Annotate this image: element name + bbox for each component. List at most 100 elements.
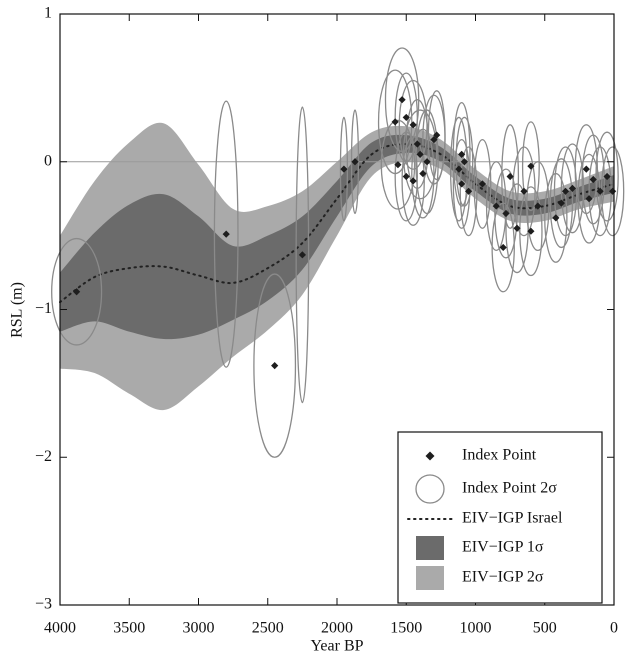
index-point — [589, 175, 597, 184]
index-point — [596, 187, 604, 195]
index-ellipse — [595, 131, 619, 222]
index-point — [394, 161, 402, 169]
bands — [59, 122, 615, 411]
legend: Index Point Index Point 2σ EIV−IGP Israel E… — [397, 431, 603, 604]
index-ellipse — [213, 100, 239, 368]
index-point — [585, 195, 593, 203]
index-ellipse — [401, 135, 425, 226]
index-ellipse — [449, 116, 468, 222]
legend-swatch — [416, 536, 444, 560]
index-point — [506, 172, 514, 181]
index-ellipse — [521, 121, 540, 212]
index-point — [402, 172, 410, 181]
index-point — [557, 199, 565, 207]
index-point — [416, 150, 424, 158]
index-point — [552, 214, 560, 222]
index-point — [73, 288, 81, 296]
index-point — [455, 165, 463, 173]
plot-frame — [59, 13, 615, 606]
ellipses — [51, 47, 625, 458]
index-point — [433, 131, 441, 139]
y-tick-label: 1 — [44, 5, 52, 22]
legend-swatch — [416, 566, 444, 590]
index-ellipse — [560, 143, 585, 234]
index-point — [419, 169, 427, 178]
index-ellipse — [51, 237, 103, 346]
index-point — [398, 96, 406, 104]
legend-label: EIV−IGP 2σ — [462, 569, 544, 586]
index-ellipse — [452, 102, 471, 207]
index-point — [513, 224, 521, 232]
y-tick-label: −3 — [35, 596, 52, 613]
index-ellipse — [394, 131, 418, 222]
index-ellipse — [501, 124, 520, 229]
index-point — [222, 230, 230, 238]
y-tick-label: −1 — [35, 300, 52, 317]
index-point — [460, 158, 469, 166]
index-point — [582, 165, 590, 173]
index-point — [478, 180, 487, 188]
x-tick-label: 1000 — [460, 620, 492, 637]
legend-label: Index Point 2σ — [462, 480, 557, 497]
index-point — [492, 202, 500, 210]
index-point — [391, 118, 399, 126]
index-ellipse — [526, 161, 550, 252]
index-point — [413, 140, 421, 148]
index-point — [409, 177, 417, 185]
index-ellipse — [519, 186, 543, 277]
legend-label: EIV−IGP Israel — [462, 510, 563, 527]
index-point — [464, 187, 473, 195]
index-ellipse — [577, 153, 601, 244]
index-ellipse — [549, 158, 574, 249]
index-ellipse — [415, 109, 439, 215]
index-ellipse — [295, 106, 310, 404]
index-ellipse — [485, 161, 507, 252]
index-ellipse — [473, 138, 492, 229]
x-tick-label: 500 — [533, 620, 557, 637]
index-point — [458, 150, 466, 158]
x-tick-label: 2000 — [321, 620, 353, 637]
y-tick-label: −2 — [35, 448, 52, 465]
index-ellipse — [427, 90, 446, 181]
legend-label: Index Point — [462, 447, 537, 464]
index-point — [527, 227, 535, 235]
index-point — [409, 121, 417, 129]
y-tick-label: 0 — [44, 152, 52, 169]
model-mean — [59, 143, 615, 304]
index-point — [520, 187, 528, 195]
index-point — [527, 162, 535, 170]
index-point — [458, 180, 466, 188]
index-ellipse — [459, 146, 478, 237]
index-point — [561, 187, 570, 195]
band-band_2sigma — [60, 122, 614, 411]
x-tick-label: 2500 — [252, 620, 284, 637]
x-tick-label: 4000 — [44, 620, 76, 637]
y-axis-label: RSL (m) — [9, 282, 26, 338]
index-point — [271, 362, 279, 370]
x-axis-label: Year BP — [310, 638, 363, 655]
x-tick-label: 3500 — [113, 620, 145, 637]
index-point — [502, 209, 510, 218]
index-point — [423, 158, 431, 166]
points — [73, 96, 617, 370]
index-point — [298, 251, 306, 259]
index-point — [340, 165, 348, 173]
index-ellipse — [253, 273, 297, 458]
x-tick-label: 0 — [610, 620, 618, 637]
index-point — [534, 202, 542, 210]
legend-point — [425, 451, 435, 461]
index-ellipse — [455, 116, 474, 207]
index-point — [609, 187, 617, 195]
index-ellipse — [452, 138, 471, 229]
index-point — [430, 135, 438, 144]
index-point — [603, 172, 611, 181]
index-ellipse — [402, 109, 438, 200]
index-point — [351, 158, 359, 166]
index-point — [499, 243, 507, 252]
index-ellipse — [394, 72, 418, 163]
x-tick-label: 3000 — [183, 620, 215, 637]
legend-label: EIV−IGP 1σ — [462, 539, 544, 556]
index-point — [402, 113, 410, 122]
